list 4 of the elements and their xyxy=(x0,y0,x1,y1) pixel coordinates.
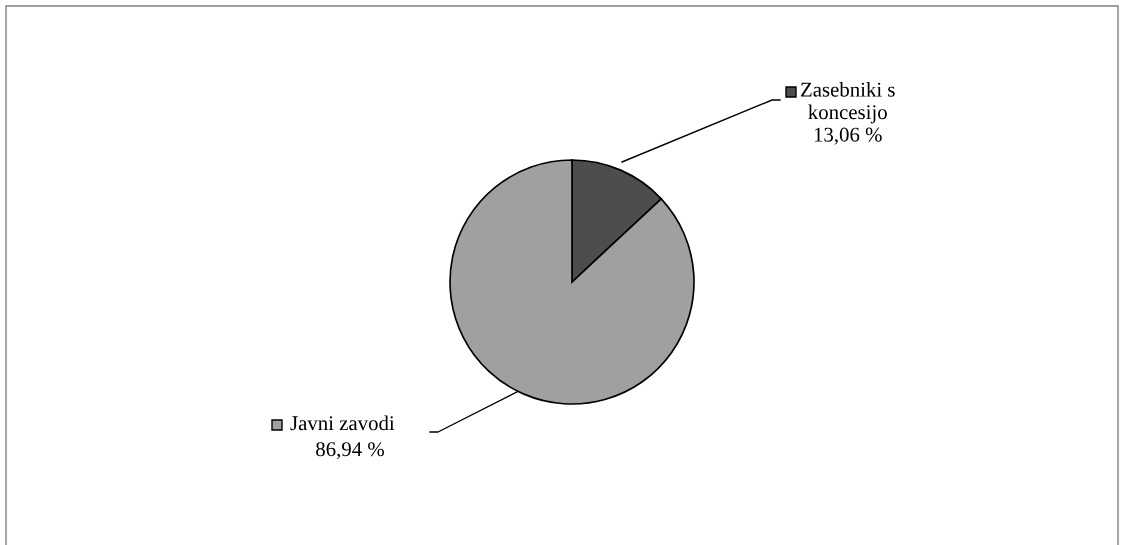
data-label: 86,94 % xyxy=(316,442,385,460)
legend-label: Javni zavodi xyxy=(290,415,395,431)
legend-label: Zasebniki s koncesijo xyxy=(801,82,895,124)
data-label: 13,06 % xyxy=(814,127,882,145)
